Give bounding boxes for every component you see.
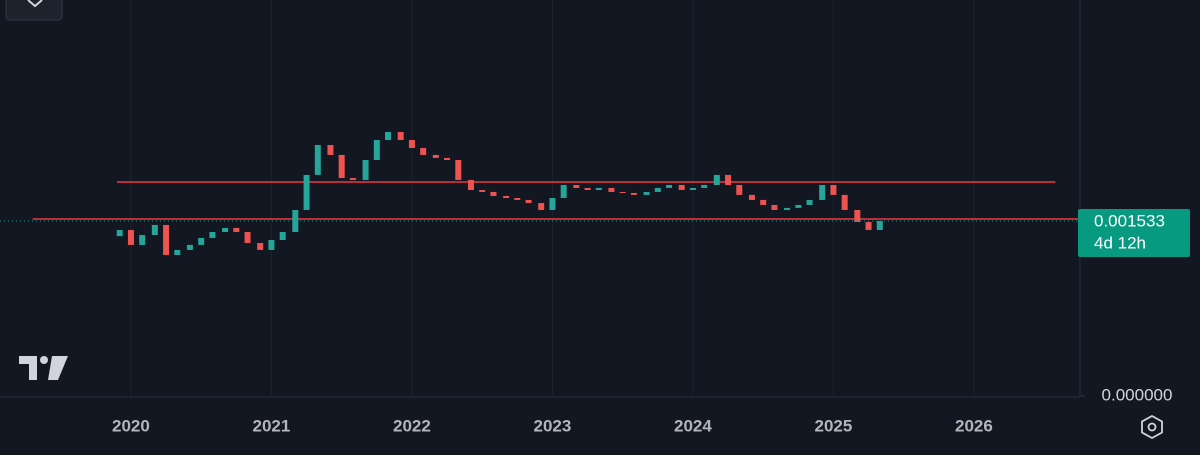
candle-body — [186, 244, 193, 250]
candle-body — [490, 191, 497, 196]
candle-body — [338, 154, 345, 179]
candle-body — [455, 159, 462, 180]
candle-body — [608, 187, 615, 192]
candle-body — [151, 224, 158, 235]
candle-body — [854, 209, 861, 222]
candle-body — [467, 179, 474, 191]
candle-body — [432, 154, 439, 158]
candle-body — [595, 187, 602, 191]
candle-body — [198, 237, 205, 245]
candle-body — [806, 199, 813, 205]
candle-body — [314, 145, 321, 175]
countdown-label: 4d 12h — [1094, 233, 1146, 252]
x-tick-label: 2020 — [112, 416, 150, 435]
candle-body — [619, 191, 626, 193]
candle-body — [525, 199, 532, 204]
candle-body — [760, 199, 767, 205]
candle-body — [257, 242, 264, 250]
price-label-box — [1078, 208, 1190, 257]
candle-body — [514, 198, 521, 200]
candle-body — [385, 132, 392, 140]
candle-body — [841, 194, 848, 210]
candle-body — [349, 178, 356, 180]
candle-body — [771, 204, 778, 210]
candle-body — [876, 220, 883, 230]
candle-body — [503, 195, 510, 198]
candle-body — [373, 139, 380, 160]
candle-body — [127, 229, 134, 245]
x-tick-label: 2024 — [674, 416, 712, 435]
price-label: 0.001533 — [1094, 211, 1165, 230]
x-tick-label: 2023 — [534, 416, 572, 435]
candle-body — [163, 224, 170, 255]
candle-body — [244, 232, 251, 243]
candle-body — [643, 191, 650, 195]
candle-body — [139, 234, 146, 245]
candle-body — [584, 187, 591, 191]
x-tick-label: 2021 — [253, 416, 291, 435]
candle-body — [725, 174, 732, 185]
candle-body — [701, 184, 708, 188]
candle-body — [549, 198, 556, 210]
candle-body — [573, 184, 580, 188]
candle-body — [654, 187, 661, 192]
menu-button[interactable] — [5, 0, 63, 21]
candle-body — [713, 174, 720, 185]
candle-body — [630, 192, 637, 195]
candle-body — [174, 249, 181, 255]
candle-body — [784, 207, 791, 210]
candle-body — [279, 232, 286, 241]
x-tick-label: 2022 — [393, 416, 431, 435]
candle-body — [292, 209, 299, 233]
candle-body — [560, 184, 567, 198]
candle-body — [408, 139, 415, 148]
candle-body — [538, 203, 545, 210]
tradingview-logo[interactable] — [19, 356, 68, 380]
candle-body — [819, 184, 826, 200]
candle-body — [736, 184, 743, 195]
candle-body — [830, 184, 837, 195]
candle-body — [209, 232, 216, 238]
candle-body — [362, 159, 369, 180]
candle-body — [327, 145, 334, 155]
x-tick-label: 2026 — [955, 416, 993, 435]
candle-body — [303, 174, 310, 210]
candle-body — [397, 132, 404, 140]
candle-body — [748, 194, 755, 200]
candle-body — [678, 184, 685, 191]
candle-body — [233, 227, 240, 233]
candle-body — [420, 147, 427, 155]
candle-body — [222, 227, 229, 233]
settings-button[interactable] — [1141, 414, 1163, 440]
y-tick-label: 0.000000 — [1102, 385, 1173, 404]
x-tick-label: 2025 — [815, 416, 853, 435]
candle-body — [116, 229, 123, 237]
candle-body — [865, 221, 872, 230]
candle-body — [795, 204, 802, 208]
candle-body — [689, 187, 696, 191]
candle-body — [268, 240, 275, 250]
candle-body — [479, 190, 486, 192]
candle-body — [666, 184, 673, 188]
candle-body — [444, 157, 451, 160]
